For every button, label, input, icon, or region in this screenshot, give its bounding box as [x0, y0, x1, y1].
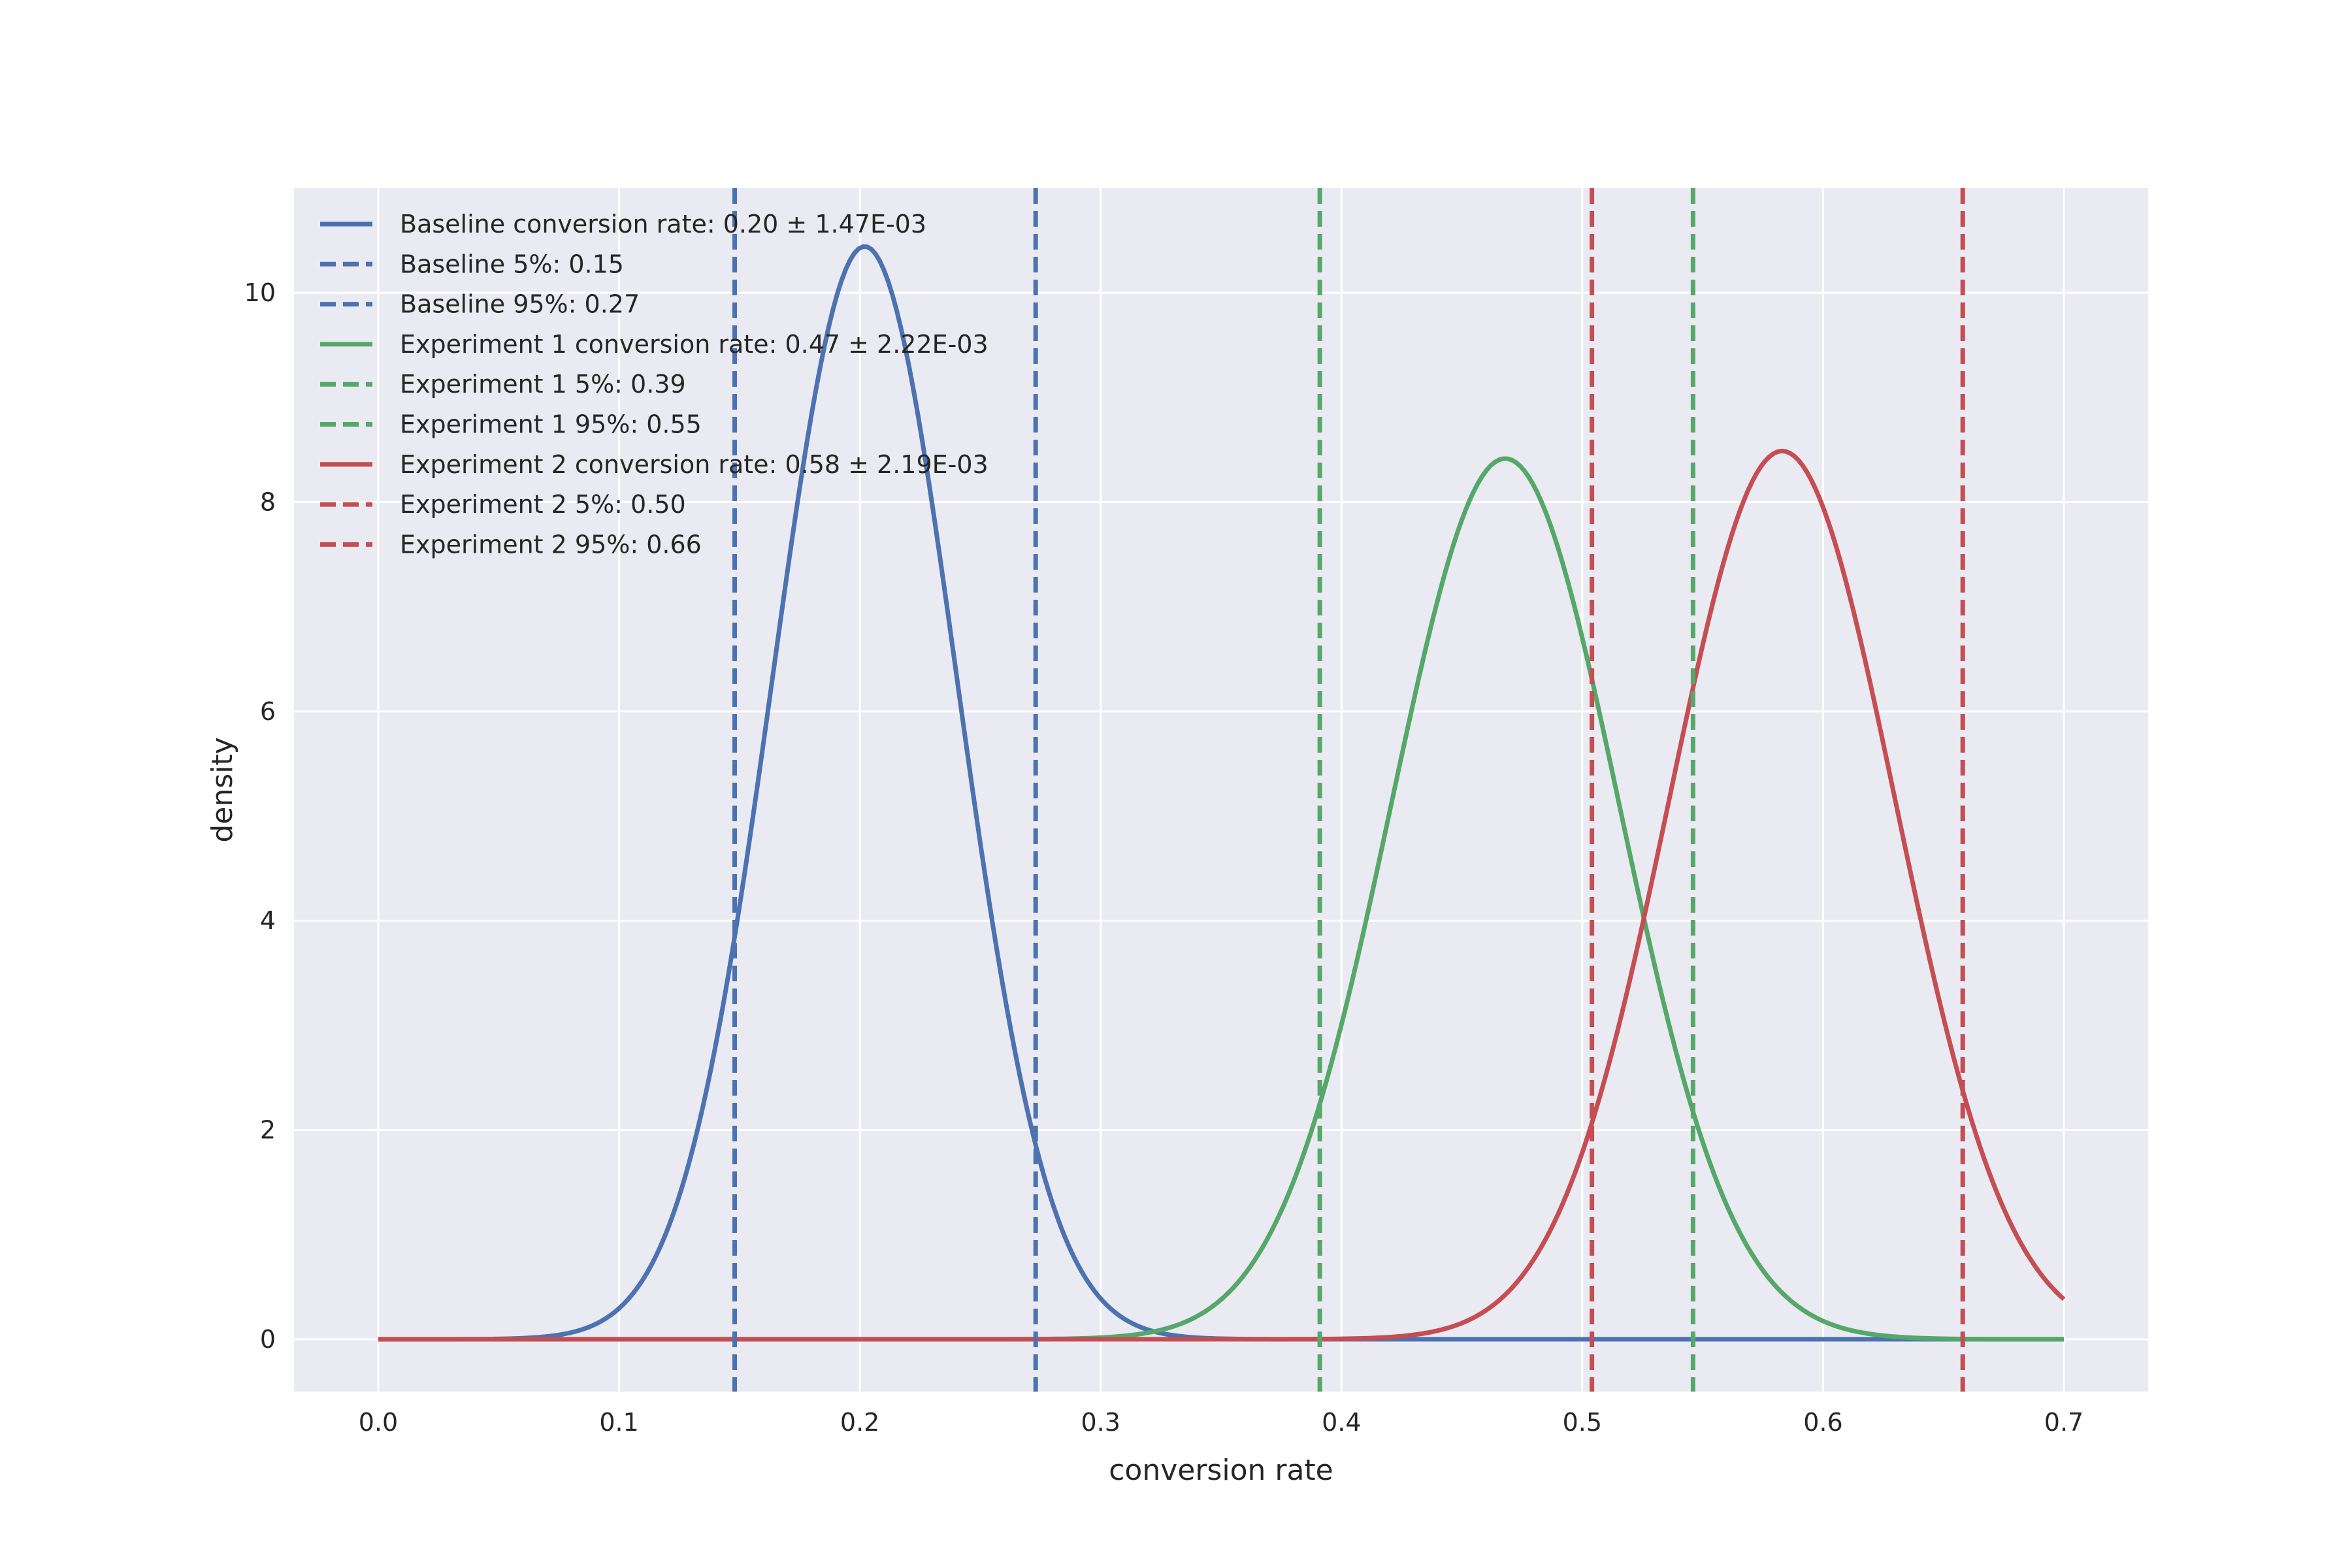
legend-entry: Baseline 95%: 0.27	[320, 290, 640, 319]
x-tick-label: 0.0	[359, 1408, 398, 1437]
legend-entry: Experiment 1 95%: 0.55	[320, 410, 702, 439]
legend-label: Experiment 1 conversion rate: 0.47 ± 2.2…	[400, 330, 988, 359]
x-tick-label: 0.1	[599, 1408, 638, 1437]
y-tick-label: 8	[260, 488, 276, 517]
y-axis-label: density	[206, 737, 239, 842]
grid-lines	[294, 188, 2148, 1392]
legend-label: Baseline 5%: 0.15	[400, 250, 624, 278]
x-tick-label: 0.2	[840, 1408, 879, 1437]
legend-label: Baseline conversion rate: 0.20 ± 1.47E-0…	[400, 210, 926, 238]
legend-entry: Experiment 2 95%: 0.66	[320, 530, 702, 559]
y-tick-label: 2	[260, 1116, 276, 1145]
y-axis-ticks: 0 2 4 6 8 10	[244, 278, 276, 1354]
legend-label: Experiment 1 5%: 0.39	[400, 370, 686, 399]
legend-label: Baseline 95%: 0.27	[400, 290, 640, 319]
legend-label: Experiment 2 conversion rate: 0.58 ± 2.1…	[400, 450, 988, 479]
plot-area	[294, 188, 2148, 1392]
legend-entry: Experiment 2 conversion rate: 0.58 ± 2.1…	[320, 450, 988, 479]
legend-entry: Experiment 1 5%: 0.39	[320, 370, 686, 399]
series-line-3	[378, 448, 2066, 1342]
x-tick-label: 0.5	[1563, 1408, 1602, 1437]
y-tick-label: 10	[244, 278, 276, 307]
y-tick-label: 4	[260, 906, 276, 935]
x-tick-label: 0.3	[1081, 1408, 1120, 1437]
x-tick-label: 0.7	[2044, 1408, 2083, 1437]
x-tick-label: 0.6	[1803, 1408, 1842, 1437]
legend: Baseline conversion rate: 0.20 ± 1.47E-0…	[320, 210, 988, 559]
x-axis-label: conversion rate	[1109, 1454, 1333, 1487]
legend-label: Experiment 2 95%: 0.66	[400, 530, 702, 559]
legend-entry: Baseline conversion rate: 0.20 ± 1.47E-0…	[320, 210, 926, 238]
legend-label: Experiment 2 5%: 0.50	[400, 490, 686, 519]
legend-entry: Experiment 1 conversion rate: 0.47 ± 2.2…	[320, 330, 988, 359]
x-tick-label: 0.4	[1322, 1408, 1361, 1437]
y-tick-label: 6	[260, 697, 276, 726]
legend-entry: Baseline 5%: 0.15	[320, 250, 624, 278]
legend-label: Experiment 1 95%: 0.55	[400, 410, 702, 439]
density-curves	[378, 244, 2066, 1342]
percentile-lines	[732, 188, 1965, 1392]
y-tick-label: 0	[260, 1325, 276, 1354]
x-axis-ticks: 0.0 0.1 0.2 0.3 0.4 0.5 0.6 0.7	[359, 1408, 2083, 1437]
legend-entry: Experiment 2 5%: 0.50	[320, 490, 686, 519]
